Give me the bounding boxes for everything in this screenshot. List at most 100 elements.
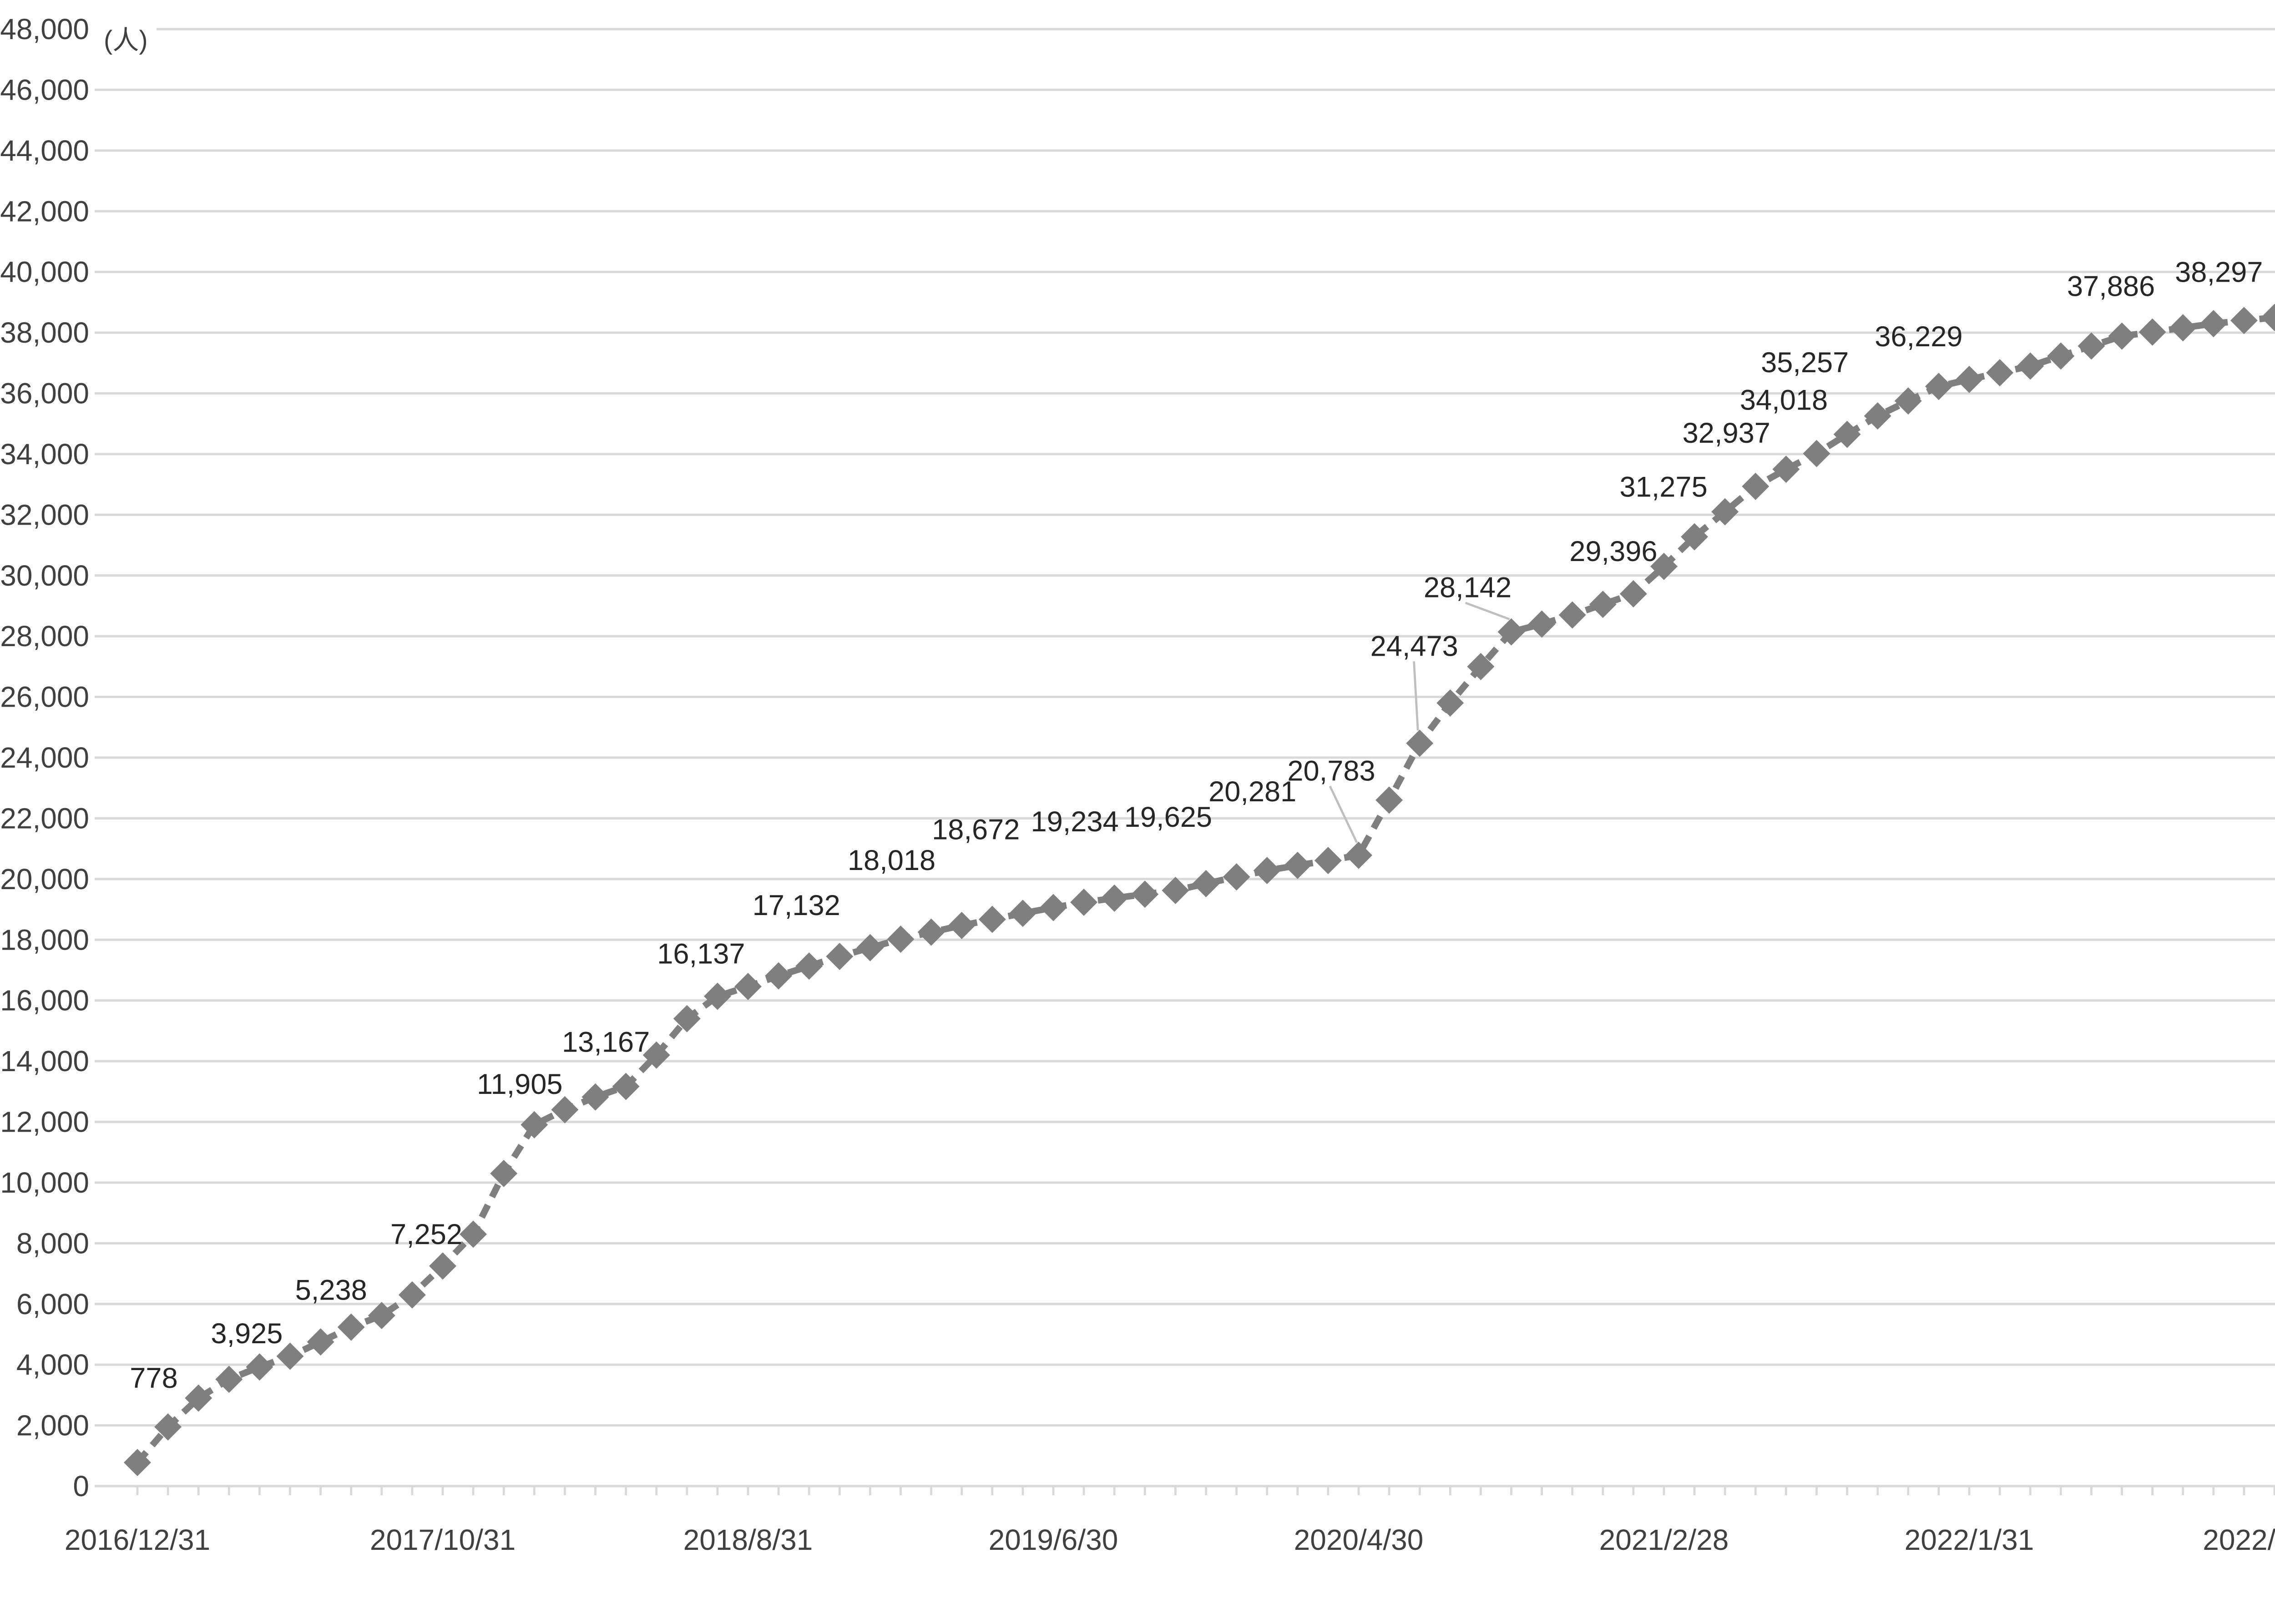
data-point-marker <box>1314 847 1342 875</box>
y-axis-tick-label: 46,000 <box>0 73 89 106</box>
data-point-label: 5,238 <box>295 1275 367 1306</box>
data-point-marker <box>612 1073 640 1100</box>
y-axis-tick-label: 16,000 <box>0 984 89 1017</box>
data-point-label: 20,783 <box>1287 755 1375 787</box>
data-point-label: 18,672 <box>932 814 1020 845</box>
data-point-marker <box>337 1313 365 1341</box>
data-point-marker <box>1070 888 1098 916</box>
data-point-marker <box>1558 601 1586 629</box>
data-point-label: 32,937 <box>1683 417 1770 449</box>
data-point-label: 35,257 <box>1761 347 1849 379</box>
data-point-marker <box>1864 402 1891 430</box>
y-axis-tick-label: 10,000 <box>0 1166 89 1199</box>
data-point-label: 18,018 <box>848 845 935 876</box>
data-point-marker <box>1772 455 1800 483</box>
y-axis-tick-label: 6,000 <box>16 1288 89 1320</box>
data-point-marker <box>429 1252 456 1280</box>
x-axis-tick-label: 2019/6/30 <box>989 1523 1118 1556</box>
data-point-label: 3,925 <box>211 1318 283 1350</box>
y-axis-tick-label: 0 <box>73 1470 89 1503</box>
data-point-label: 19,625 <box>1124 801 1212 833</box>
data-point-marker <box>1131 880 1159 908</box>
y-axis-tick-label: 18,000 <box>0 923 89 956</box>
data-point-marker <box>1223 863 1250 891</box>
x-axis-tick-label: 2016/12/31 <box>65 1523 210 1556</box>
data-point-label: 17,132 <box>753 890 840 921</box>
data-point-marker <box>2261 304 2275 331</box>
x-axis-tick-label: 2017/10/31 <box>370 1523 516 1556</box>
y-axis-tick-label: 2,000 <box>16 1409 89 1442</box>
y-axis-tick-label: 12,000 <box>0 1106 89 1138</box>
data-point-marker <box>1986 359 2014 387</box>
data-point-label: 11,905 <box>477 1068 563 1100</box>
data-point-marker <box>1192 870 1220 897</box>
data-point-label: 31,275 <box>1619 471 1707 503</box>
data-point-marker <box>2017 352 2044 380</box>
data-point-label: 778 <box>130 1362 177 1394</box>
data-point-marker <box>734 973 762 1000</box>
data-point-label: 34,018 <box>1740 384 1828 416</box>
data-point-marker <box>978 906 1006 933</box>
data-point-marker <box>856 934 884 961</box>
data-point-marker <box>1040 894 1067 921</box>
data-point-marker <box>948 911 976 939</box>
data-point-marker <box>2230 307 2258 334</box>
y-axis-unit-label: (人) <box>104 25 148 55</box>
data-point-marker <box>1803 440 1830 467</box>
data-point-marker <box>2169 314 2197 342</box>
data-point-marker <box>1101 884 1128 912</box>
data-point-marker <box>1894 387 1922 415</box>
data-point-marker <box>2138 318 2166 346</box>
y-axis-tick-label: 48,000 <box>0 13 89 46</box>
data-point-marker <box>1497 618 1525 646</box>
data-label-leader-line <box>1413 661 1419 731</box>
data-point-marker <box>826 942 854 970</box>
data-point-label: 37,886 <box>2067 271 2155 303</box>
data-point-label: 16,137 <box>657 938 745 970</box>
data-point-label: 36,229 <box>1875 321 1962 353</box>
data-label-leader-line <box>1465 602 1510 620</box>
data-point-label: 20,281 <box>1208 776 1296 808</box>
y-axis-tick-label: 14,000 <box>0 1045 89 1078</box>
data-point-marker <box>765 962 793 990</box>
data-point-marker <box>1375 786 1403 814</box>
data-point-marker <box>1956 365 1983 393</box>
x-axis-tick-label: 2021/2/28 <box>1599 1523 1729 1556</box>
y-axis-tick-label: 24,000 <box>0 741 89 774</box>
y-axis-tick-label: 40,000 <box>0 256 89 288</box>
y-axis-tick-label: 32,000 <box>0 498 89 531</box>
data-point-marker <box>307 1328 334 1356</box>
data-point-marker <box>581 1083 609 1111</box>
data-point-marker <box>246 1353 273 1381</box>
data-point-label: 28,142 <box>1424 572 1512 604</box>
y-axis-tick-label: 8,000 <box>16 1227 89 1260</box>
y-axis-tick-label: 44,000 <box>0 134 89 167</box>
data-point-label: 13,167 <box>562 1027 650 1058</box>
data-point-label: 29,396 <box>1569 536 1657 567</box>
y-axis-tick-label: 4,000 <box>16 1348 89 1381</box>
data-point-marker <box>1528 610 1556 638</box>
y-axis-tick-label: 36,000 <box>0 377 89 410</box>
data-point-label: 7,252 <box>390 1219 462 1250</box>
x-axis-tick-label: 2022/1/31 <box>1905 1523 2034 1556</box>
x-axis-tick-label: 2018/8/31 <box>683 1523 813 1556</box>
data-point-marker <box>1009 900 1036 927</box>
data-label-leader-line <box>1329 785 1358 843</box>
data-point-marker <box>795 952 823 980</box>
data-point-marker <box>1345 841 1372 869</box>
data-point-marker <box>1162 876 1189 904</box>
data-point-marker <box>2108 322 2136 350</box>
data-point-marker <box>2047 342 2075 370</box>
y-axis-tick-label: 38,000 <box>0 316 89 349</box>
data-point-marker <box>1589 591 1617 618</box>
data-point-marker <box>917 918 945 946</box>
y-axis-tick-label: 34,000 <box>0 438 89 471</box>
x-axis-tick-label: 2020/4/30 <box>1294 1523 1424 1556</box>
data-point-marker <box>2078 332 2105 360</box>
x-axis-tick-label: 2022/11/31 <box>2203 1523 2275 1556</box>
data-point-marker <box>1284 851 1311 879</box>
data-point-label: 38,297 <box>2175 256 2263 288</box>
